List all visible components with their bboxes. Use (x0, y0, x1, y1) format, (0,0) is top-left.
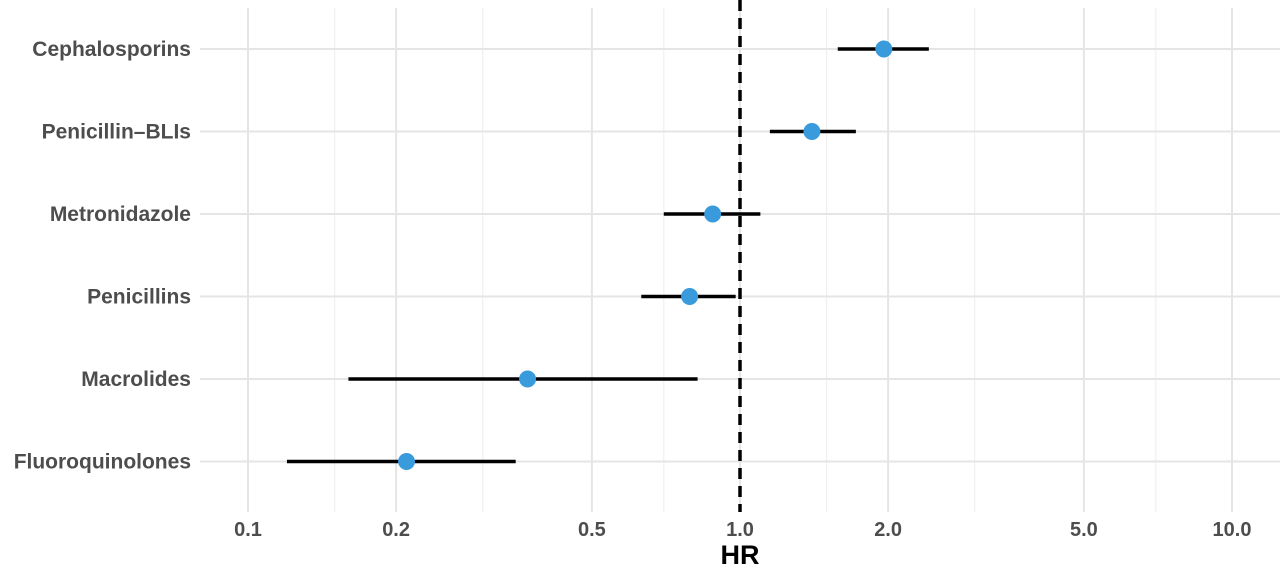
x-tick-label: 1.0 (726, 519, 754, 541)
category-label: Fluoroquinolones (14, 451, 191, 474)
x-tick-label: 0.5 (578, 519, 606, 541)
point-estimate (681, 288, 699, 305)
category-label: Penicillins (87, 286, 191, 309)
x-tick-label: 0.1 (234, 519, 262, 541)
category-label: Penicillin–BLIs (42, 121, 191, 144)
category-label: Cephalosporins (32, 38, 191, 61)
point-estimate (803, 123, 821, 140)
x-tick-label: 0.2 (382, 519, 410, 541)
y-axis-labels: Cephalosporins Penicillin–BLIs Metronidazo… (14, 38, 191, 474)
point-estimate (704, 205, 722, 223)
category-label: Macrolides (81, 368, 191, 391)
x-axis-tick-labels: 0.1 0.2 0.5 1.0 2.0 5.0 10.0 (234, 519, 1251, 541)
x-tick-label: 2.0 (874, 519, 902, 541)
confidence-intervals (286, 47, 929, 464)
point-estimate (398, 453, 416, 470)
x-tick-label: 10.0 (1213, 519, 1252, 541)
x-tick-label: 5.0 (1070, 519, 1098, 541)
category-label: Metronidazole (50, 203, 191, 226)
x-axis-title: HR (721, 540, 760, 566)
point-estimates (398, 40, 893, 470)
point-estimate (519, 370, 537, 388)
point-estimate (875, 40, 893, 58)
